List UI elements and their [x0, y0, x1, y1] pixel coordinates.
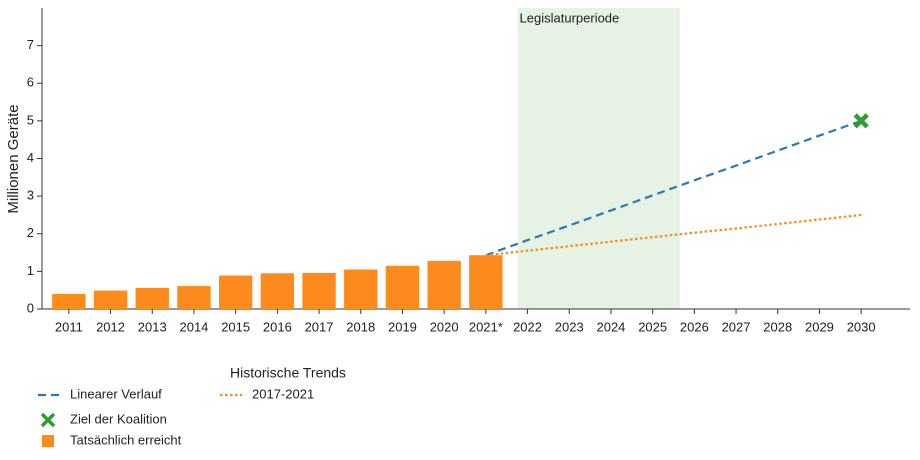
x-tick-label: 2030: [847, 319, 876, 334]
x-tick-label: 2019: [388, 319, 417, 334]
x-tick-label: 2021*: [469, 319, 503, 334]
x-tick-label: 2026: [680, 319, 709, 334]
legend-group-title: Historische Trends: [230, 365, 346, 381]
y-tick-label: 0: [27, 300, 34, 315]
x-tick-label: 2028: [763, 319, 792, 334]
legend-label: 2017-2021: [252, 386, 314, 401]
bar: [469, 255, 503, 309]
x-tick-label: 2018: [346, 319, 375, 334]
x-tick-label: 2023: [555, 319, 584, 334]
y-tick-label: 1: [27, 263, 34, 278]
x-tick-label: 2012: [96, 319, 125, 334]
y-tick-label: 4: [27, 150, 34, 165]
legend-swatch: [42, 435, 54, 447]
y-tick-label: 2: [27, 225, 34, 240]
period-label: Legislaturperiode: [520, 10, 620, 25]
legend-label: Linearer Verlauf: [70, 386, 162, 401]
bar: [135, 287, 169, 309]
y-tick-label: 6: [27, 75, 34, 90]
period-band: [517, 8, 680, 309]
bar: [344, 269, 378, 309]
bar: [177, 286, 211, 309]
target-marker: [853, 113, 869, 129]
bar: [52, 293, 86, 309]
bar: [302, 272, 336, 309]
x-tick-label: 2025: [638, 319, 667, 334]
legend-swatch: [40, 412, 56, 428]
bar: [93, 290, 128, 309]
x-tick-label: 2014: [179, 319, 208, 334]
bar: [260, 273, 295, 309]
x-tick-label: 2011: [55, 319, 83, 334]
x-tick-label: 2016: [263, 319, 292, 334]
x-tick-label: 2022: [513, 319, 542, 334]
x-tick-label: 2015: [221, 319, 250, 334]
bar: [218, 275, 253, 309]
y-axis-label: Millionen Geräte: [5, 104, 22, 213]
x-tick-label: 2024: [596, 319, 625, 334]
x-tick-label: 2029: [805, 319, 834, 334]
y-tick-label: 5: [27, 112, 34, 127]
bar: [427, 260, 461, 309]
legend-label: Tatsächlich erreicht: [70, 432, 182, 447]
x-tick-label: 2027: [722, 319, 751, 334]
y-tick-label: 7: [27, 37, 34, 52]
x-tick-label: 2017: [305, 319, 334, 334]
bar: [385, 265, 420, 309]
trend-line: [485, 119, 862, 257]
y-tick-label: 3: [27, 188, 34, 203]
x-tick-label: 2013: [138, 319, 167, 334]
legend-label: Ziel der Koalition: [70, 411, 167, 426]
x-tick-label: 2020: [430, 319, 459, 334]
